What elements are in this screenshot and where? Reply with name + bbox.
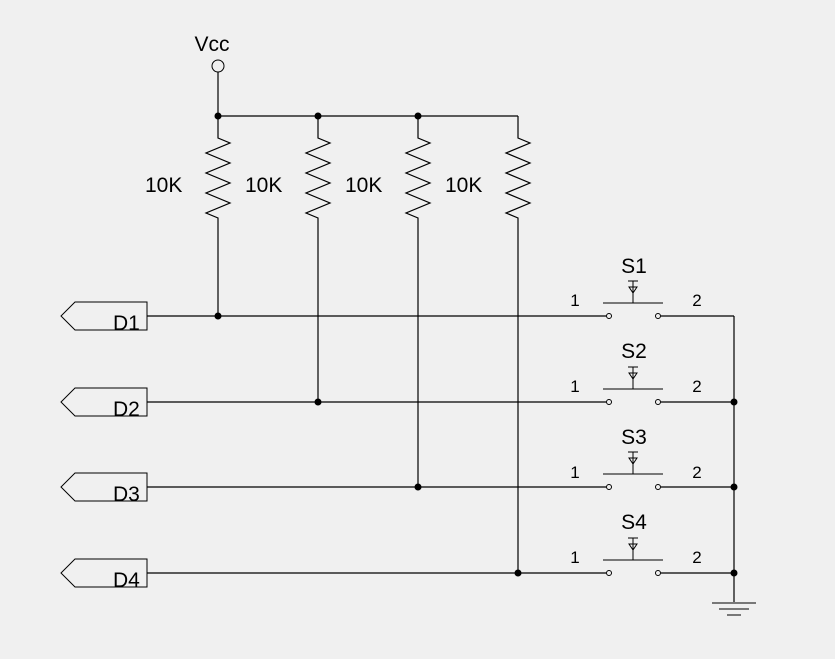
s3-label: S3 <box>621 426 647 449</box>
s4-contact-right <box>655 570 661 576</box>
s1-label: S1 <box>621 255 647 278</box>
ground-bus <box>712 316 756 616</box>
resistor-4: 10K <box>445 116 532 573</box>
resistor-2: 10K <box>245 116 332 402</box>
resistor-zigzag <box>204 116 232 316</box>
row-2: D2 S2 1 2 <box>60 340 734 421</box>
resistor-value-label: 10K <box>345 174 382 197</box>
resistor-3: 10K <box>345 116 432 487</box>
s1-contact-left <box>606 313 612 319</box>
switch-s4: S4 1 2 <box>570 511 734 576</box>
resistor-value-label: 10K <box>245 174 282 197</box>
vcc-terminal: Vcc <box>194 33 230 73</box>
resistor-value-label: 10K <box>445 174 482 197</box>
s4-pin1-label: 1 <box>570 548 579 567</box>
junction-dot <box>314 398 322 406</box>
s1-pin1-label: 1 <box>570 291 579 310</box>
vcc-rail <box>214 72 518 120</box>
d4-port-connector <box>60 558 148 588</box>
s2-contact-right <box>655 399 661 405</box>
d3-port-connector <box>60 472 148 502</box>
ground-icon <box>712 602 756 616</box>
d2-port-label: D2 <box>113 398 140 421</box>
switch-s2: S2 1 2 <box>570 340 734 405</box>
d1-port-label: D1 <box>113 312 140 335</box>
s2-label: S2 <box>621 340 647 363</box>
resistor-value-label: 10K <box>145 174 182 197</box>
s2-press-arrow <box>628 372 638 380</box>
junction-dot <box>514 569 522 577</box>
switch-s3: S3 1 2 <box>570 426 734 490</box>
s2-contact-left <box>606 399 612 405</box>
vcc-terminal-circle <box>211 59 225 73</box>
s2-pin1-label: 1 <box>570 377 579 396</box>
s3-press-arrow <box>628 457 638 465</box>
s1-press-arrow <box>628 286 638 294</box>
s1-pin2-label: 2 <box>692 291 701 310</box>
row-3: D3 S3 1 2 <box>60 426 734 506</box>
s3-pin1-label: 1 <box>570 463 579 482</box>
d2-port-connector <box>60 387 148 417</box>
s3-contact-left <box>606 484 612 490</box>
s4-label: S4 <box>621 511 647 534</box>
s4-pin2-label: 2 <box>692 548 701 567</box>
s1-contact-right <box>655 313 661 319</box>
s4-contact-left <box>606 570 612 576</box>
row-4: D4 S4 1 2 <box>60 511 734 592</box>
resistor-zigzag <box>304 116 332 402</box>
resistor-zigzag <box>504 116 532 573</box>
s3-pin2-label: 2 <box>692 463 701 482</box>
d1-port-connector <box>60 301 148 331</box>
junction-dot <box>730 569 738 577</box>
resistor-zigzag <box>404 116 432 487</box>
row-1: D1 S1 1 2 <box>60 255 734 335</box>
junction-dot <box>730 483 738 491</box>
resistor-1: 10K <box>145 116 232 316</box>
d3-port-label: D3 <box>113 483 140 506</box>
vcc-label: Vcc <box>194 33 229 56</box>
d4-port-label: D4 <box>113 569 140 592</box>
junction-dot <box>730 398 738 406</box>
junction-dot <box>214 312 222 320</box>
s3-contact-right <box>655 484 661 490</box>
switch-s1: S1 1 2 <box>570 255 734 319</box>
junction-dot <box>414 483 422 491</box>
s2-pin2-label: 2 <box>692 377 701 396</box>
s4-press-arrow <box>628 543 638 551</box>
